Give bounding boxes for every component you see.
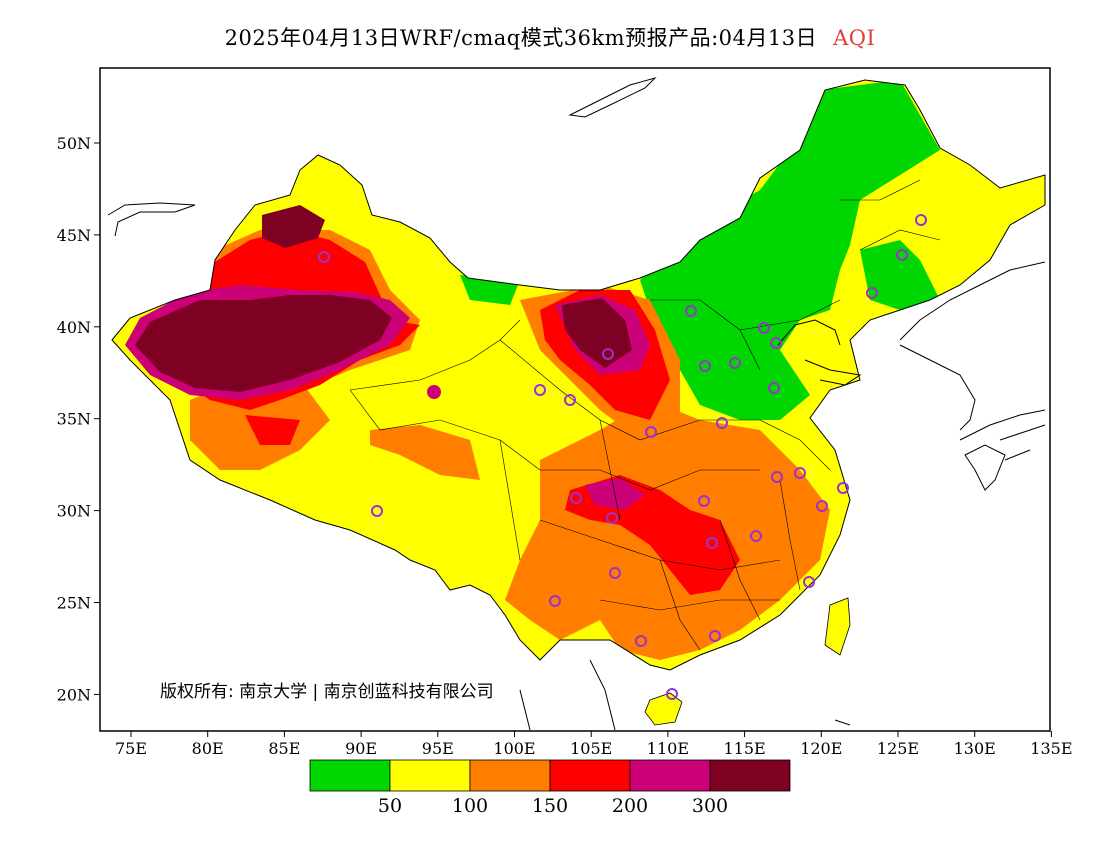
y-tick-label: 20N <box>57 685 91 704</box>
aqi-good-zone-northeast <box>860 240 940 310</box>
y-tick-label: 35N <box>57 410 91 429</box>
colorbar-label: 50 <box>378 795 402 817</box>
y-tick-label: 25N <box>57 594 91 613</box>
x-axis: 75E 80E 85E 90E 95E 100E 105E 110E 115E 120E 125E 1… <box>115 731 1073 758</box>
x-tick-label: 115E <box>723 739 765 758</box>
aqi-hotspot-lhasa <box>427 385 441 399</box>
y-axis: 50N 45N 40N 35N 30N 25N 20N <box>57 134 100 704</box>
map-title: 2025年04月13日WRF/cmaq模式36km预报产品:04月13日 AQI <box>0 22 1100 52</box>
colorbar-label: 300 <box>692 795 728 817</box>
y-tick-label: 45N <box>57 226 91 245</box>
x-tick-label: 110E <box>647 739 689 758</box>
x-tick-label: 75E <box>115 739 147 758</box>
x-tick-label: 80E <box>192 739 224 758</box>
aqi-hazardous-zone-dzungaria <box>262 205 325 248</box>
aqi-unhealthy-zone-southwest <box>245 415 300 445</box>
y-tick-label: 40N <box>57 318 91 337</box>
y-tick-label: 50N <box>57 134 91 153</box>
colorbar-segment <box>709 759 791 792</box>
x-tick-label: 130E <box>954 739 996 758</box>
taiwan-island <box>824 597 851 656</box>
colorbar-label: 150 <box>532 795 568 817</box>
station-markers <box>318 214 927 700</box>
colorbar-segment <box>629 759 711 792</box>
colorbar-label: 200 <box>612 795 648 817</box>
colorbar-segment <box>549 759 631 792</box>
colorbar-segment <box>469 759 551 792</box>
copyright-text: 版权所有: 南京大学 | 南京创蓝科技有限公司 <box>160 682 494 702</box>
aqi-hazardous-zone-tarim <box>135 295 392 392</box>
x-tick-label: 125E <box>877 739 919 758</box>
aqi-usg-zone-qinghai <box>370 425 480 480</box>
colorbar: 50 100 150 200 300 <box>309 759 791 817</box>
x-tick-label: 95E <box>422 739 454 758</box>
province-boundaries <box>349 179 941 651</box>
x-tick-label: 120E <box>800 739 842 758</box>
neighbor-coastlines <box>107 77 1046 731</box>
hainan-island <box>644 692 683 726</box>
x-tick-label: 90E <box>345 739 377 758</box>
x-tick-label: 85E <box>268 739 300 758</box>
colorbar-label: 100 <box>452 795 488 817</box>
colorbar-segment <box>309 759 391 792</box>
title-variable: AQI <box>833 26 876 50</box>
x-tick-label: 105E <box>570 739 612 758</box>
aqi-good-zone-north <box>640 80 940 420</box>
title-main: 2025年04月13日WRF/cmaq模式36km预报产品:04月13日 <box>224 26 818 50</box>
aqi-hazardous-zone-kubuqi <box>562 298 632 368</box>
x-tick-label: 135E <box>1030 739 1072 758</box>
y-tick-label: 30N <box>57 502 91 521</box>
colorbar-segment <box>389 759 471 792</box>
x-tick-label: 100E <box>493 739 535 758</box>
china-border <box>111 79 1046 671</box>
